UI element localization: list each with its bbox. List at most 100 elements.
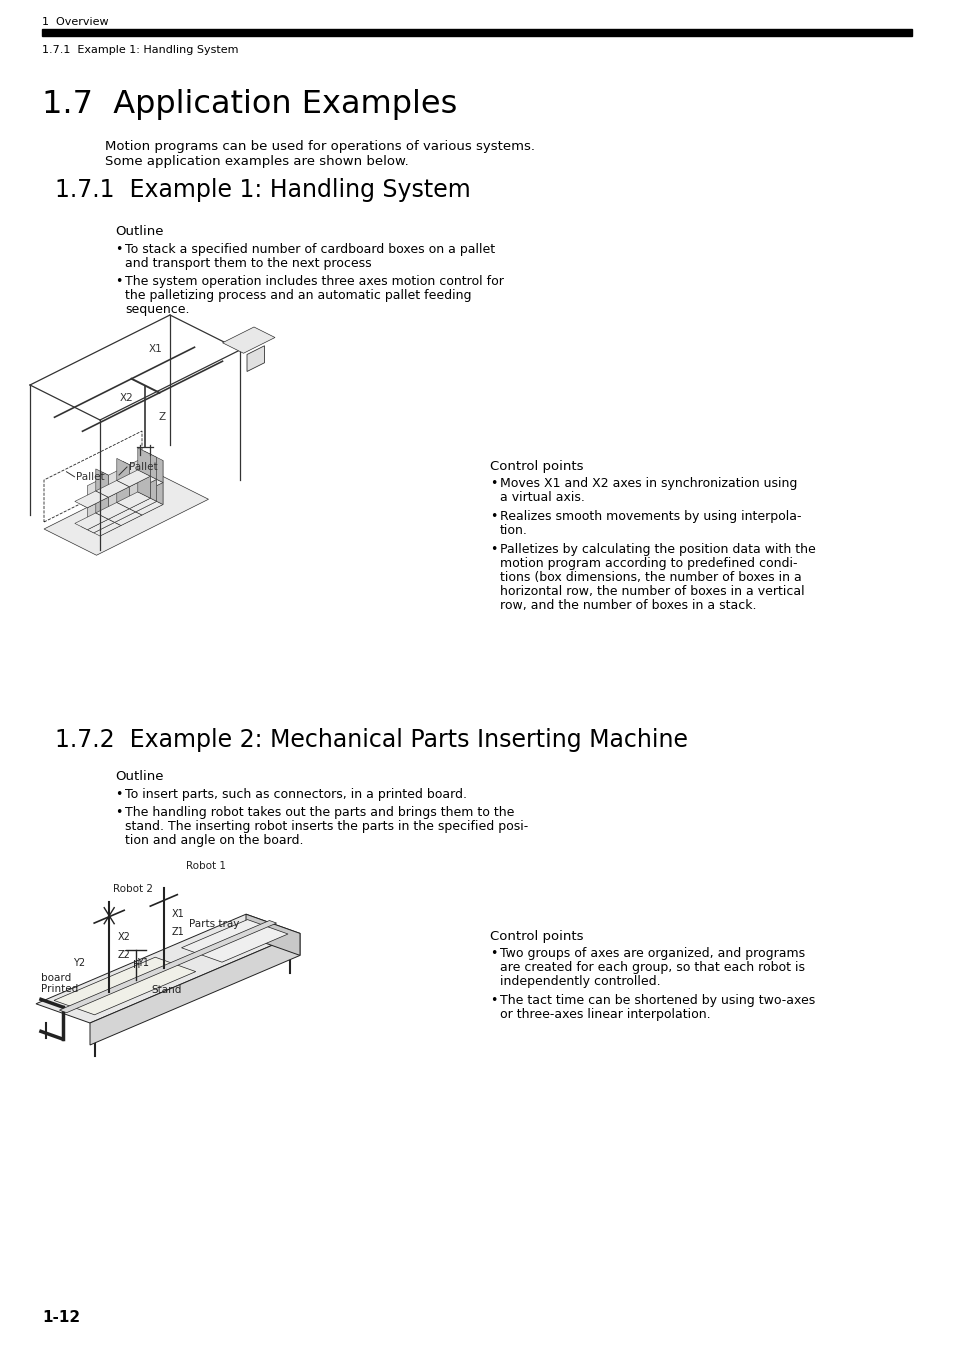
Polygon shape: [130, 477, 163, 493]
Text: Parts tray: Parts tray: [190, 919, 239, 929]
Polygon shape: [116, 491, 151, 509]
Text: independently controlled.: independently controlled.: [499, 975, 659, 988]
Text: To stack a specified number of cardboard boxes on a pallet: To stack a specified number of cardboard…: [125, 243, 495, 256]
Text: motion program according to predefined condi-: motion program according to predefined c…: [499, 558, 797, 570]
Polygon shape: [109, 487, 142, 504]
Polygon shape: [95, 468, 109, 497]
Polygon shape: [95, 481, 130, 497]
Text: The system operation includes three axes motion control for: The system operation includes three axes…: [125, 275, 503, 288]
Polygon shape: [81, 516, 114, 533]
Text: Pallet: Pallet: [129, 462, 157, 472]
Text: Stand: Stand: [152, 986, 182, 995]
Text: and transport them to the next process: and transport them to the next process: [125, 256, 372, 270]
Polygon shape: [247, 346, 264, 371]
Text: •: •: [490, 477, 497, 490]
Text: tion and angle on the board.: tion and angle on the board.: [125, 834, 303, 846]
Polygon shape: [151, 454, 163, 482]
Text: are created for each group, so that each robot is: are created for each group, so that each…: [499, 961, 804, 973]
Polygon shape: [81, 494, 114, 510]
Polygon shape: [222, 327, 274, 354]
Polygon shape: [116, 481, 130, 509]
Polygon shape: [102, 483, 135, 501]
Text: Robot 2: Robot 2: [112, 884, 152, 894]
Text: Realizes smooth movements by using interpola-: Realizes smooth movements by using inter…: [499, 510, 801, 522]
Polygon shape: [123, 495, 156, 512]
Text: Control points: Control points: [490, 930, 583, 944]
Text: The tact time can be shortened by using two-axes: The tact time can be shortened by using …: [499, 994, 815, 1007]
Text: Robot 1: Robot 1: [185, 861, 225, 871]
Polygon shape: [144, 451, 156, 479]
Text: row, and the number of boxes in a stack.: row, and the number of boxes in a stack.: [499, 599, 756, 612]
Text: Y1: Y1: [137, 958, 149, 968]
Polygon shape: [130, 487, 142, 514]
Text: Z2: Z2: [117, 950, 131, 960]
Text: X1: X1: [172, 909, 185, 918]
Polygon shape: [123, 462, 135, 490]
Text: •: •: [115, 806, 122, 819]
Text: Pallet: Pallet: [76, 471, 105, 482]
Polygon shape: [130, 464, 142, 493]
Text: Control points: Control points: [490, 460, 583, 472]
Text: 1.7.2  Example 2: Mechanical Parts Inserting Machine: 1.7.2 Example 2: Mechanical Parts Insert…: [55, 728, 687, 752]
Text: X2: X2: [120, 393, 133, 404]
Polygon shape: [95, 502, 130, 520]
Text: H: H: [132, 960, 140, 971]
Polygon shape: [100, 482, 121, 514]
Polygon shape: [137, 470, 151, 498]
Polygon shape: [100, 504, 121, 536]
Text: •: •: [490, 946, 497, 960]
Text: Palletizes by calculating the position data with the: Palletizes by calculating the position d…: [499, 543, 815, 556]
Text: Moves X1 and X2 axes in synchronization using: Moves X1 and X2 axes in synchronization …: [499, 477, 797, 490]
Polygon shape: [246, 914, 299, 956]
Polygon shape: [142, 460, 163, 493]
Polygon shape: [116, 459, 130, 487]
Text: Some application examples are shown below.: Some application examples are shown belo…: [105, 155, 408, 167]
Polygon shape: [123, 472, 156, 490]
Polygon shape: [109, 475, 121, 504]
Text: •: •: [115, 243, 122, 256]
Text: 1.7  Application Examples: 1.7 Application Examples: [42, 89, 456, 120]
Polygon shape: [114, 490, 135, 522]
Text: X1: X1: [149, 344, 162, 354]
Text: or three-axes linear interpolation.: or three-axes linear interpolation.: [499, 1008, 710, 1021]
Text: X2: X2: [117, 931, 131, 942]
Text: Two groups of axes are organized, and programs: Two groups of axes are organized, and pr…: [499, 946, 804, 960]
Polygon shape: [93, 478, 114, 510]
Text: Y2: Y2: [73, 958, 86, 968]
Text: 1-12: 1-12: [42, 1311, 80, 1326]
Polygon shape: [130, 498, 163, 514]
Text: •: •: [490, 510, 497, 522]
Text: 1  Overview: 1 Overview: [42, 18, 109, 27]
Text: Z: Z: [159, 413, 166, 423]
Text: 1.7.1  Example 1: Handling System: 1.7.1 Example 1: Handling System: [42, 45, 238, 55]
Polygon shape: [88, 497, 109, 529]
Polygon shape: [54, 957, 195, 1015]
Polygon shape: [130, 477, 151, 509]
Text: the palletizing process and an automatic pallet feeding: the palletizing process and an automatic…: [125, 289, 471, 302]
Text: Printed: Printed: [42, 984, 79, 994]
Text: 1.7.1  Example 1: Handling System: 1.7.1 Example 1: Handling System: [55, 178, 470, 202]
Polygon shape: [121, 493, 142, 525]
Polygon shape: [109, 464, 130, 497]
Bar: [42, 28, 911, 36]
Text: board: board: [42, 973, 71, 983]
Polygon shape: [109, 509, 142, 525]
Polygon shape: [116, 470, 151, 487]
Polygon shape: [109, 487, 130, 520]
Polygon shape: [90, 933, 299, 1045]
Polygon shape: [135, 479, 156, 512]
Polygon shape: [88, 475, 109, 508]
Text: tion.: tion.: [499, 524, 527, 537]
Polygon shape: [137, 448, 151, 477]
Text: To insert parts, such as connectors, in a printed board.: To insert parts, such as connectors, in …: [125, 788, 467, 801]
Polygon shape: [114, 468, 135, 501]
Polygon shape: [144, 472, 156, 501]
Text: tions (box dimensions, the number of boxes in a: tions (box dimensions, the number of box…: [499, 571, 801, 585]
Polygon shape: [109, 497, 121, 525]
Text: •: •: [490, 994, 497, 1007]
Text: Z1: Z1: [172, 926, 185, 937]
Polygon shape: [95, 491, 109, 520]
Polygon shape: [181, 919, 288, 963]
Text: The handling robot takes out the parts and brings them to the: The handling robot takes out the parts a…: [125, 806, 514, 819]
Polygon shape: [88, 520, 121, 536]
